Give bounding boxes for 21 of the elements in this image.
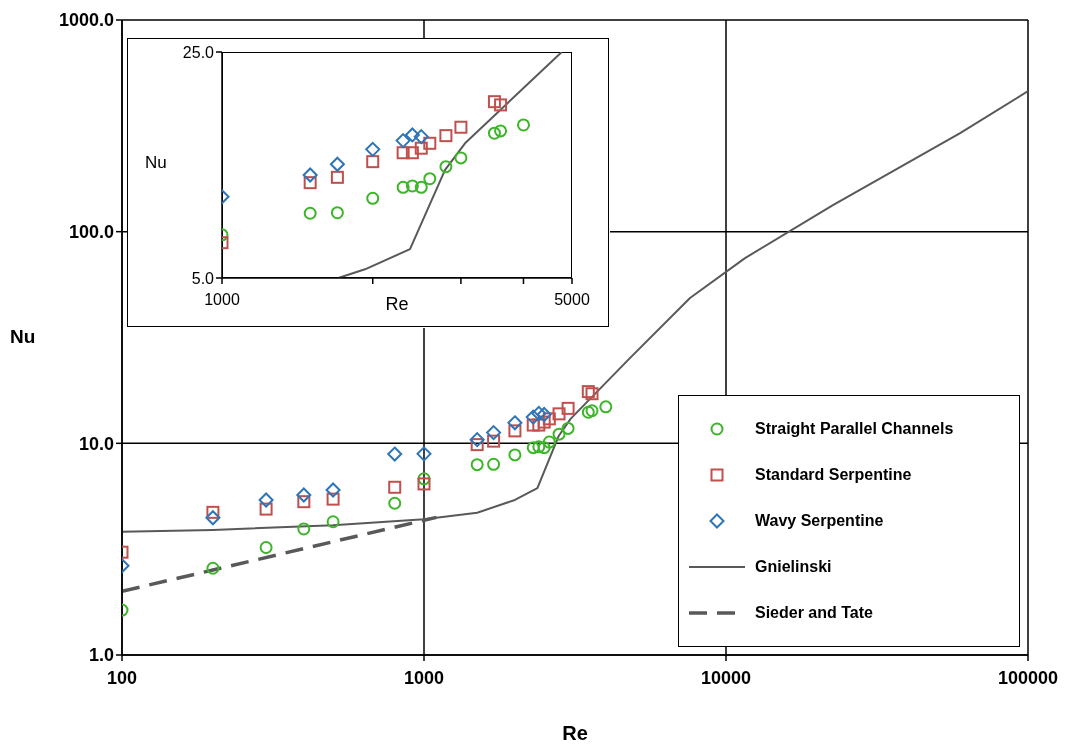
x-tick-label: 5000: [554, 291, 590, 309]
x-tick-label: 100: [106, 667, 138, 688]
y-tick-label: 1000.0: [58, 10, 114, 31]
legend-label: Wavy Serpentine: [755, 512, 884, 530]
x-tick-label: 100000: [997, 667, 1059, 688]
x-tick-label: 1000: [204, 291, 240, 309]
y-axis-title: Nu: [10, 325, 36, 348]
y-tick-label: 25.0: [182, 43, 215, 61]
y-axis-title: Nu: [145, 153, 167, 173]
legend-label: Sieder and Tate: [755, 604, 873, 622]
x-tick-label: 10000: [700, 667, 752, 688]
y-tick-label: 5.0: [191, 269, 215, 287]
y-tick-label: 1.0: [88, 645, 114, 666]
x-axis-title: Re: [384, 294, 410, 315]
legend-label: Standard Serpentine: [755, 466, 912, 484]
legend-label: Straight Parallel Channels: [755, 420, 954, 438]
y-tick-label: 100.0: [68, 222, 114, 243]
x-axis-title: Re: [561, 722, 589, 745]
legend-label: Gnielinski: [755, 558, 832, 576]
y-tick-label: 10.0: [78, 433, 114, 454]
x-tick-label: 1000: [403, 667, 445, 688]
